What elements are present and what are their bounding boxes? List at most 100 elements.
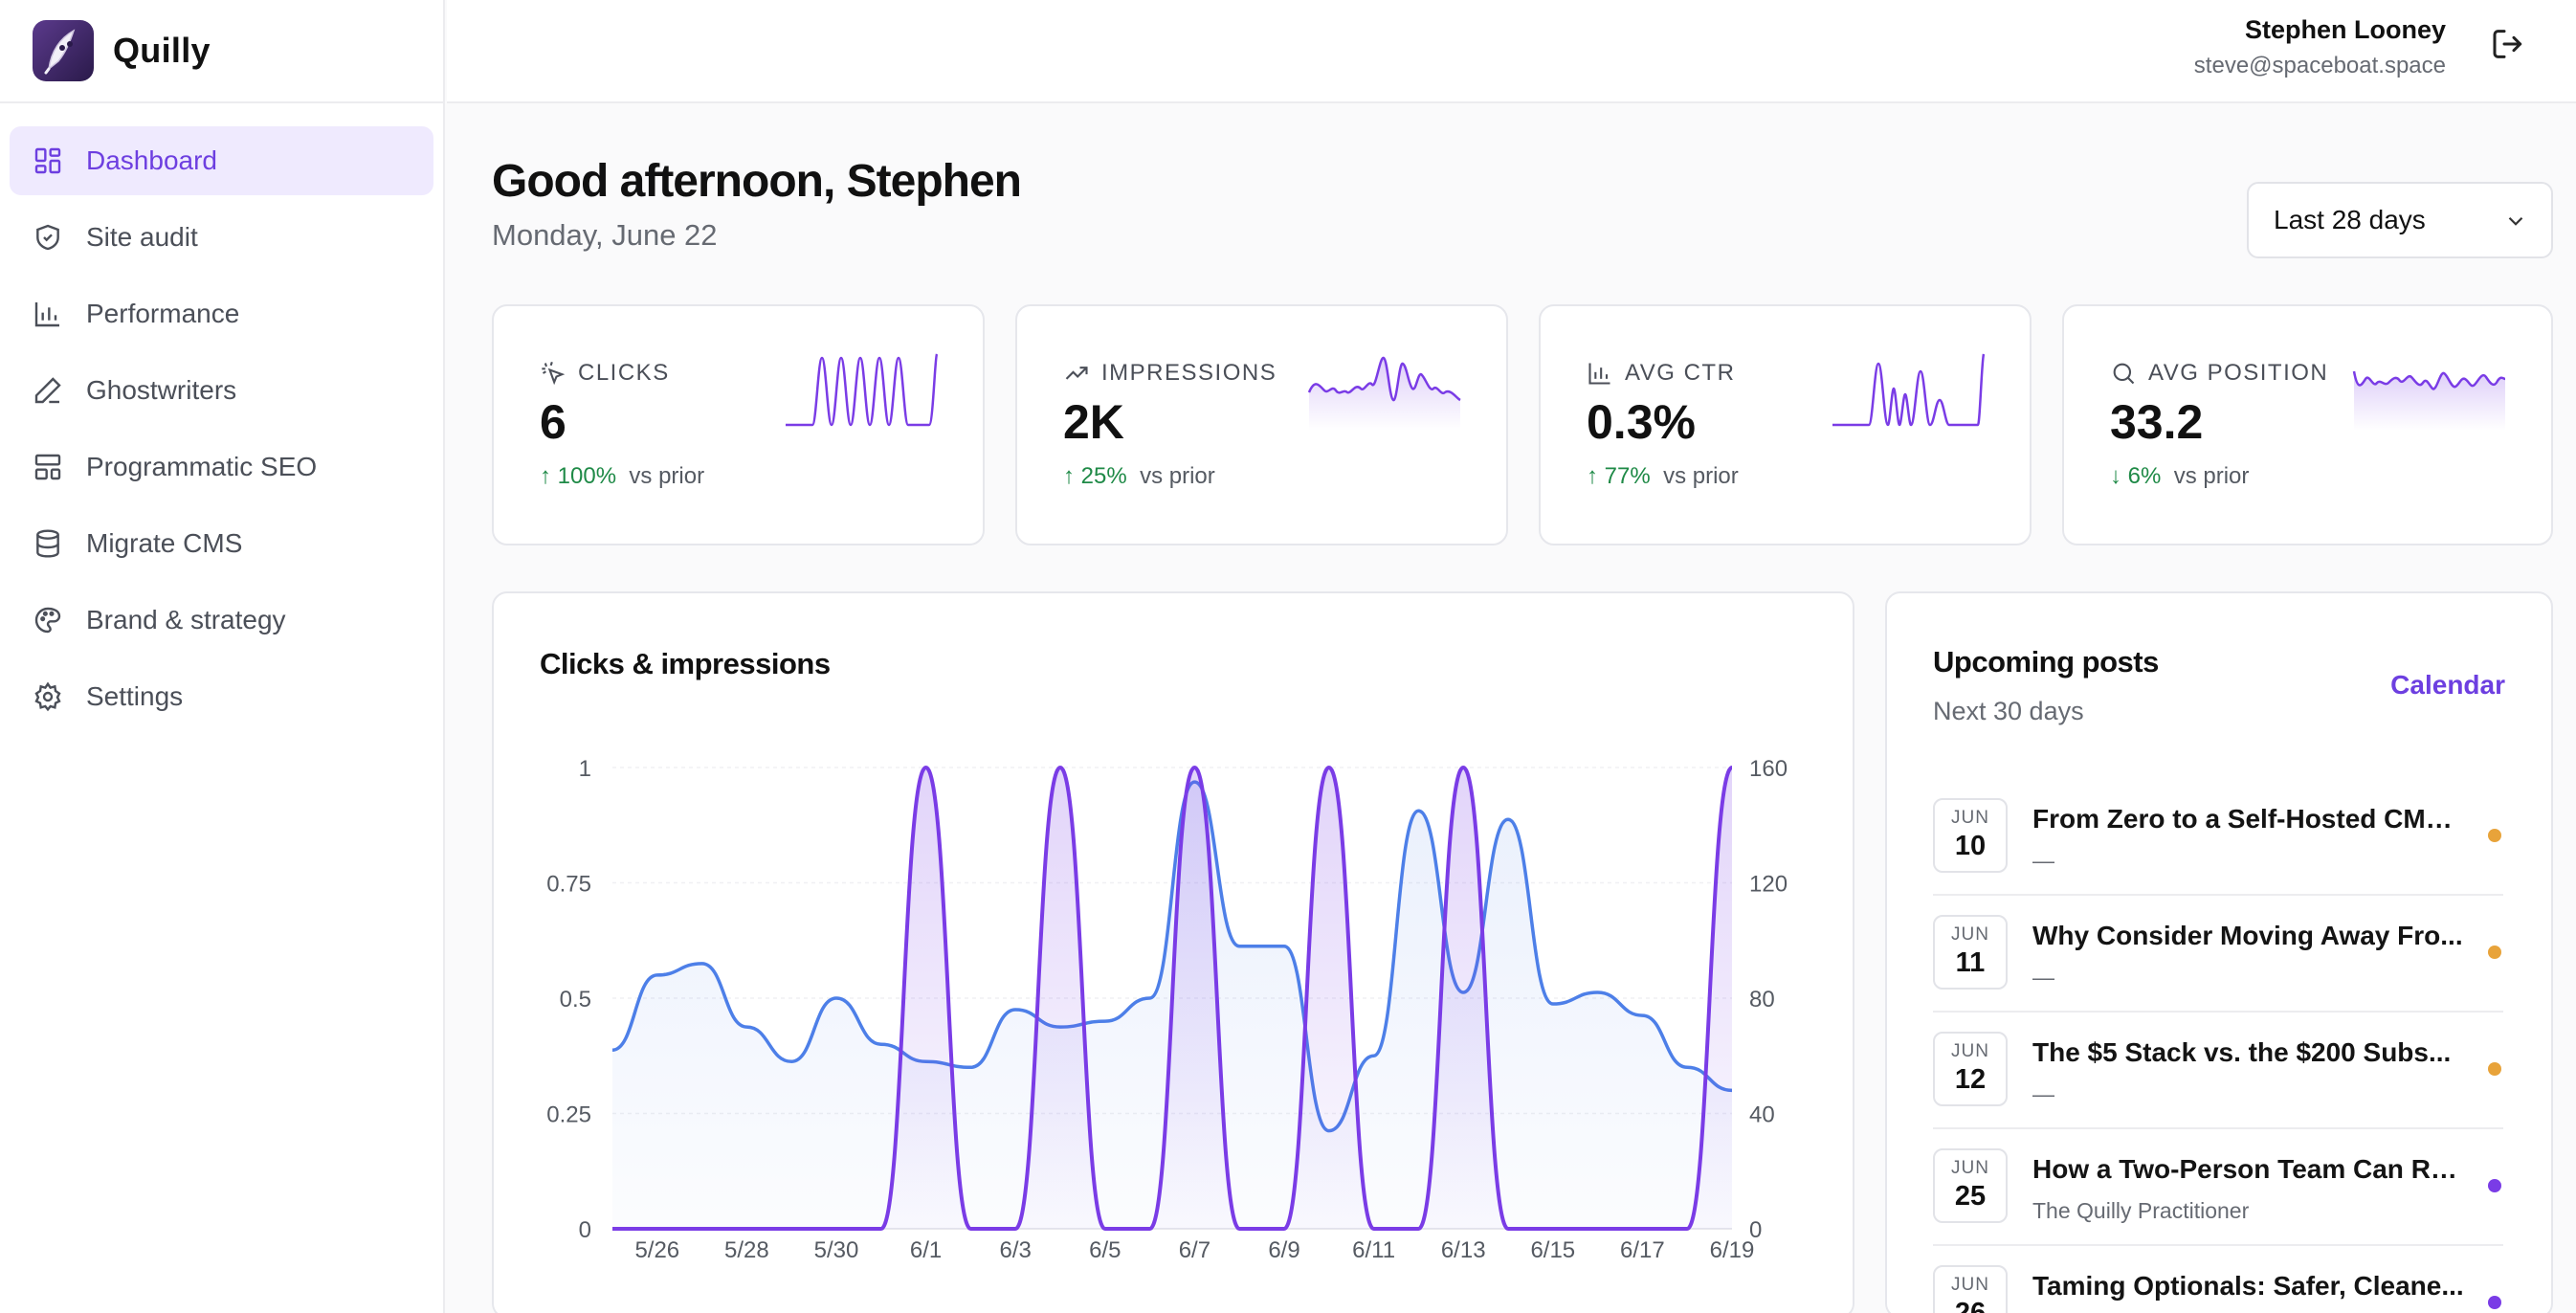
sidebar-nav: Dashboard Site audit Performance Ghostwr… bbox=[0, 103, 443, 762]
sidebar-item-label: Site audit bbox=[86, 222, 198, 252]
stat-delta: ↑ 77% vs prior bbox=[1587, 463, 1739, 489]
sidebar-item-site-audit[interactable]: Site audit bbox=[10, 203, 433, 272]
stat-value: 33.2 bbox=[2110, 395, 2204, 449]
x-tick-label: 6/1 bbox=[910, 1237, 942, 1263]
post-meta: — bbox=[2032, 1081, 2054, 1106]
post-title: The $5 Stack vs. the $200 Subs... bbox=[2032, 1037, 2452, 1067]
sidebar-item-label: Performance bbox=[86, 299, 240, 328]
sidebar-item-label: Ghostwriters bbox=[86, 375, 237, 405]
brand[interactable]: Quilly bbox=[0, 0, 443, 103]
sidebar-item-brand-strategy[interactable]: Brand & strategy bbox=[10, 586, 433, 655]
palette-icon bbox=[34, 607, 61, 634]
list-item[interactable]: JUN 12 The $5 Stack vs. the $200 Subs...… bbox=[1933, 1013, 2503, 1129]
y-right-tick-label: 0 bbox=[1749, 1217, 1762, 1243]
sidebar: Quilly Dashboard Site audit Performance … bbox=[0, 0, 445, 1313]
y-right-tick-label: 160 bbox=[1749, 756, 1788, 782]
sidebar-item-migrate-cms[interactable]: Migrate CMS bbox=[10, 509, 433, 578]
list-item[interactable]: JUN 10 From Zero to a Self-Hosted CMS...… bbox=[1933, 779, 2503, 896]
status-dot bbox=[2488, 946, 2501, 959]
arrow-down-icon: ↓ bbox=[2110, 463, 2128, 489]
clicks-impressions-card: Clicks & impressions 0 0 0.25 40 0.5 80 0.75 12… bbox=[492, 591, 1854, 1313]
post-date: JUN 25 bbox=[1933, 1148, 2008, 1223]
y-right-tick-label: 40 bbox=[1749, 1102, 1775, 1128]
sidebar-item-programmatic-seo[interactable]: Programmatic SEO bbox=[10, 433, 433, 501]
stat-value: 2K bbox=[1063, 395, 1124, 449]
status-dot bbox=[2488, 1296, 2501, 1309]
x-tick-label: 5/28 bbox=[724, 1237, 769, 1263]
post-title: Why Consider Moving Away Fro... bbox=[2032, 921, 2463, 950]
x-tick-label: 6/15 bbox=[1530, 1237, 1575, 1263]
post-title: From Zero to a Self-Hosted CMS... bbox=[2032, 804, 2465, 834]
chart-title: Clicks & impressions bbox=[540, 647, 831, 680]
sidebar-item-label: Settings bbox=[86, 681, 184, 711]
status-dot bbox=[2488, 1062, 2501, 1076]
stat-delta: ↓ 6% vs prior bbox=[2110, 463, 2250, 489]
shield-icon bbox=[36, 224, 59, 251]
clicks-line bbox=[612, 765, 1734, 1231]
y-left-tick-label: 0.25 bbox=[546, 1102, 591, 1128]
sidebar-item-performance[interactable]: Performance bbox=[10, 279, 433, 348]
posts-subtitle: Next 30 days bbox=[1933, 697, 2084, 725]
sidebar-item-label: Programmatic SEO bbox=[86, 452, 318, 481]
page-title: Good afternoon, Stephen bbox=[492, 156, 1022, 207]
brand-name: Quilly bbox=[113, 31, 211, 70]
post-date: JUN 12 bbox=[1933, 1032, 2008, 1106]
stat-card-avg-position: AVG POSITION 33.2 ↓ 6% vs prior bbox=[2062, 304, 2553, 545]
x-tick-label: 6/11 bbox=[1352, 1237, 1395, 1263]
sidebar-item-ghostwriters[interactable]: Ghostwriters bbox=[10, 356, 433, 425]
stat-value: 0.3% bbox=[1587, 395, 1696, 449]
search-icon bbox=[2113, 363, 2135, 385]
clicks-sparkline bbox=[786, 353, 939, 427]
list-item[interactable]: JUN 26 Taming Optionals: Safer, Cleane..… bbox=[1933, 1246, 2503, 1313]
x-tick-label: 6/7 bbox=[1179, 1237, 1210, 1263]
sidebar-item-settings[interactable]: Settings bbox=[10, 662, 433, 731]
y-right-tick-label: 120 bbox=[1749, 872, 1788, 898]
position-sparkline bbox=[2352, 370, 2506, 431]
stat-label: AVG CTR bbox=[1625, 360, 1736, 386]
list-item[interactable]: JUN 25 How a Two-Person Team Can Ru... T… bbox=[1933, 1129, 2503, 1246]
x-tick-label: 6/19 bbox=[1710, 1237, 1755, 1263]
chevron-down-icon bbox=[2508, 216, 2523, 226]
post-meta: — bbox=[2032, 965, 2054, 990]
list-item[interactable]: JUN 11 Why Consider Moving Away Fro... — bbox=[1933, 896, 2503, 1013]
post-title: Taming Optionals: Safer, Cleane... bbox=[2032, 1271, 2464, 1301]
top-bar: Stephen Looney steve@spaceboat.space bbox=[447, 0, 2576, 103]
calendar-link[interactable]: Calendar bbox=[2390, 670, 2505, 700]
sidebar-item-label: Brand & strategy bbox=[86, 605, 286, 634]
posts-title: Upcoming posts bbox=[1933, 645, 2159, 679]
gear-icon bbox=[34, 681, 61, 712]
arrow-up-icon: ↑ bbox=[1063, 463, 1081, 489]
user-name: Stephen Looney bbox=[2244, 15, 2446, 44]
cursor-click-icon bbox=[542, 362, 566, 386]
x-tick-label: 6/5 bbox=[1089, 1237, 1121, 1263]
upcoming-posts-card: Upcoming posts Next 30 days Calendar JUN… bbox=[1885, 591, 2553, 1313]
user-info: Stephen Looney steve@spaceboat.space bbox=[2194, 15, 2446, 79]
y-left-tick-label: 1 bbox=[579, 756, 591, 782]
database-icon bbox=[36, 529, 59, 558]
logout-icon[interactable] bbox=[2490, 25, 2528, 63]
stat-delta: ↑ 25% vs prior bbox=[1063, 463, 1215, 489]
stat-card-avg-ctr: AVG CTR 0.3% ↑ 77% vs prior bbox=[1539, 304, 2032, 545]
impressions-line bbox=[611, 780, 1733, 1133]
x-tick-label: 6/13 bbox=[1441, 1237, 1486, 1263]
stat-label: CLICKS bbox=[578, 360, 670, 386]
x-tick-label: 5/26 bbox=[634, 1237, 679, 1263]
post-meta: — bbox=[2032, 848, 2054, 873]
layout-icon bbox=[34, 454, 61, 480]
sidebar-item-label: Migrate CMS bbox=[86, 528, 243, 558]
trending-up-icon bbox=[1065, 367, 1088, 380]
post-meta: The Quilly Practitioner bbox=[2032, 1198, 2250, 1223]
current-date: Monday, June 22 bbox=[492, 218, 718, 252]
x-tick-label: 5/30 bbox=[814, 1237, 859, 1263]
stat-label: IMPRESSIONS bbox=[1101, 360, 1277, 386]
date-range-value: Last 28 days bbox=[2274, 205, 2426, 234]
sidebar-item-dashboard[interactable]: Dashboard bbox=[10, 126, 433, 195]
y-right-tick-label: 80 bbox=[1749, 987, 1775, 1013]
date-range-select[interactable]: Last 28 days bbox=[2247, 182, 2553, 258]
dashboard-icon bbox=[34, 147, 61, 174]
status-dot bbox=[2488, 829, 2501, 842]
stat-delta: ↑ 100% vs prior bbox=[540, 463, 705, 489]
post-title: How a Two-Person Team Can Ru... bbox=[2032, 1154, 2465, 1184]
user-email: steve@spaceboat.space bbox=[2193, 53, 2446, 78]
arrow-up-icon: ↑ bbox=[540, 463, 558, 489]
